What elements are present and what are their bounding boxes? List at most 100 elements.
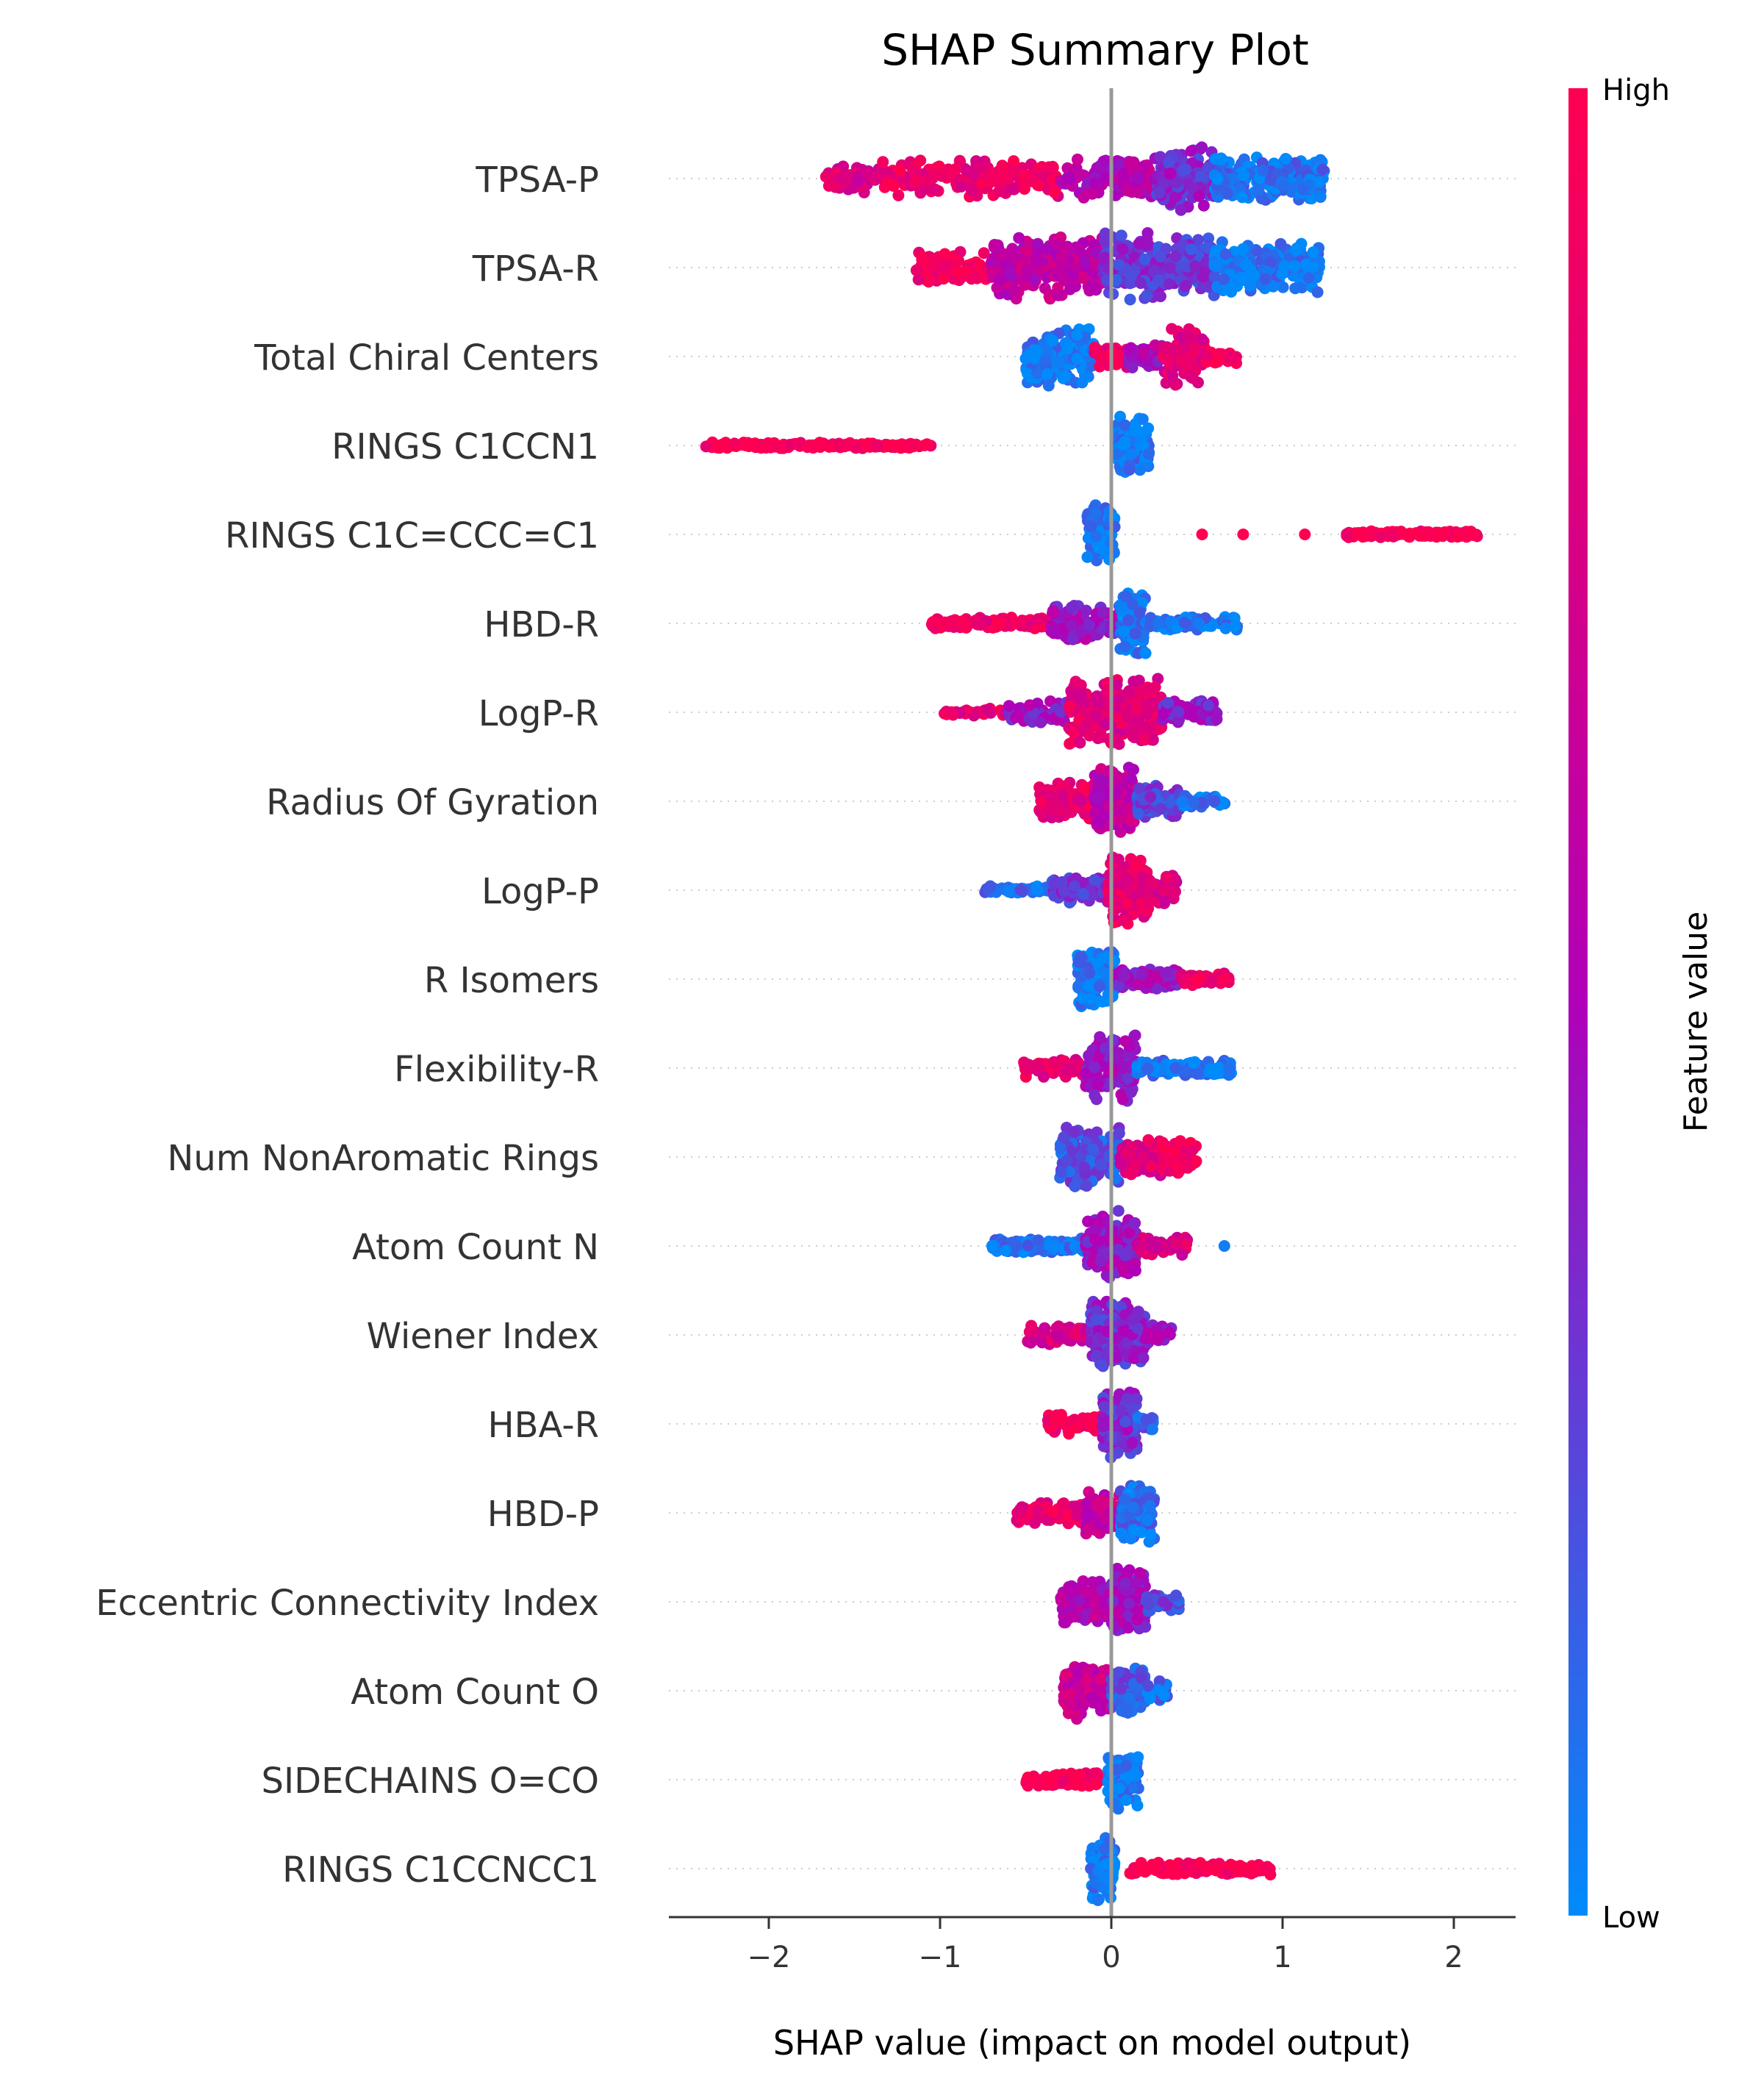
shap-point <box>1013 232 1025 244</box>
shap-point <box>1074 737 1086 749</box>
shap-point <box>1252 184 1265 196</box>
feature-label: Atom Count N <box>352 1227 599 1268</box>
shap-point <box>947 165 960 177</box>
shap-point <box>996 160 1008 172</box>
shap-point <box>1139 720 1151 732</box>
shap-point <box>959 265 972 277</box>
shap-point <box>1147 878 1160 890</box>
shap-point <box>1180 973 1193 986</box>
shap-point <box>1035 716 1047 728</box>
shap-point <box>986 172 998 185</box>
shap-point <box>1208 795 1221 807</box>
shap-point <box>1086 1143 1099 1156</box>
shap-point <box>1067 726 1080 738</box>
shap-point <box>931 168 943 180</box>
shap-point <box>1077 271 1089 284</box>
shap-point <box>921 438 933 451</box>
shap-point <box>1130 703 1143 716</box>
shap-point <box>1048 624 1061 637</box>
shap-point <box>1131 171 1144 184</box>
shap-point <box>1023 348 1036 361</box>
shap-point <box>1083 967 1096 979</box>
shap-point <box>1158 884 1170 897</box>
shap-point <box>1155 290 1166 303</box>
feature-label: R Isomers <box>424 960 599 1001</box>
shap-point <box>1193 190 1205 202</box>
shap-point <box>1191 973 1204 986</box>
shap-point <box>1161 343 1173 355</box>
shap-point <box>1082 980 1094 992</box>
shap-point <box>1185 370 1197 383</box>
shap-point <box>1399 528 1410 540</box>
feature-points <box>925 587 1244 659</box>
shap-point <box>1278 179 1291 191</box>
shap-point <box>1161 966 1174 978</box>
shap-point <box>965 273 978 285</box>
shap-point <box>1094 360 1106 373</box>
shap-point <box>1297 183 1309 196</box>
shap-point <box>1136 1150 1149 1162</box>
shap-point <box>1058 1131 1070 1143</box>
shap-point <box>945 706 958 718</box>
shap-point <box>1089 874 1100 886</box>
shap-point <box>1095 731 1108 743</box>
shap-point <box>1066 601 1078 614</box>
feature-points <box>1081 499 1483 567</box>
feature-label: SIDECHAINS O=CO <box>262 1761 599 1802</box>
feature-points <box>986 1205 1230 1283</box>
shap-point <box>1197 271 1209 283</box>
shap-point <box>1316 163 1329 176</box>
shap-point <box>1003 700 1015 712</box>
shap-point <box>1157 177 1169 190</box>
shap-point <box>1069 676 1082 688</box>
shap-point <box>1078 781 1091 793</box>
shap-point <box>1133 606 1146 619</box>
shap-point <box>1019 245 1032 257</box>
shap-point <box>1163 278 1175 290</box>
shap-point <box>1064 737 1076 750</box>
shap-point <box>1118 970 1130 982</box>
shap-point <box>1177 164 1189 176</box>
shap-point <box>1125 448 1137 460</box>
shap-point <box>1089 176 1101 189</box>
feature-label: RINGS C1CCN1 <box>331 426 599 468</box>
shap-point <box>1169 250 1182 262</box>
shap-point <box>919 175 932 187</box>
shap-point <box>1193 617 1205 630</box>
shap-point <box>1125 269 1138 282</box>
shap-point <box>974 618 986 631</box>
shap-point <box>1311 286 1324 298</box>
shap-point <box>1166 323 1178 335</box>
shap-point <box>1229 351 1241 363</box>
shap-point <box>1119 914 1131 927</box>
shap-point <box>1099 251 1111 264</box>
shap-point <box>1129 1159 1141 1172</box>
shap-point <box>1124 293 1136 306</box>
shap-point <box>1161 872 1173 884</box>
shap-point <box>1218 273 1230 285</box>
shap-point <box>1065 619 1078 631</box>
shap-point <box>1003 886 1015 898</box>
shap-point <box>1248 269 1261 282</box>
shap-point <box>850 442 862 454</box>
shap-point <box>1374 531 1387 543</box>
shap-point <box>1031 884 1043 896</box>
shap-point <box>1259 273 1272 285</box>
shap-point <box>1143 684 1155 696</box>
shap-point <box>1187 796 1200 809</box>
shap-point <box>1189 260 1201 273</box>
shap-point <box>1196 529 1208 540</box>
shap-point <box>1314 154 1327 166</box>
shap-point <box>908 176 921 188</box>
shap-point <box>1039 354 1052 367</box>
shap-point <box>981 703 994 716</box>
feature-label: Flexibility-R <box>394 1049 599 1090</box>
shap-point <box>1033 1060 1045 1072</box>
shap-point <box>1031 237 1044 250</box>
feature-label: Wiener Index <box>367 1316 599 1357</box>
shap-point <box>1064 283 1076 296</box>
shap-point <box>1299 529 1311 540</box>
shap-point <box>1096 953 1108 964</box>
shap-point <box>1162 697 1175 709</box>
